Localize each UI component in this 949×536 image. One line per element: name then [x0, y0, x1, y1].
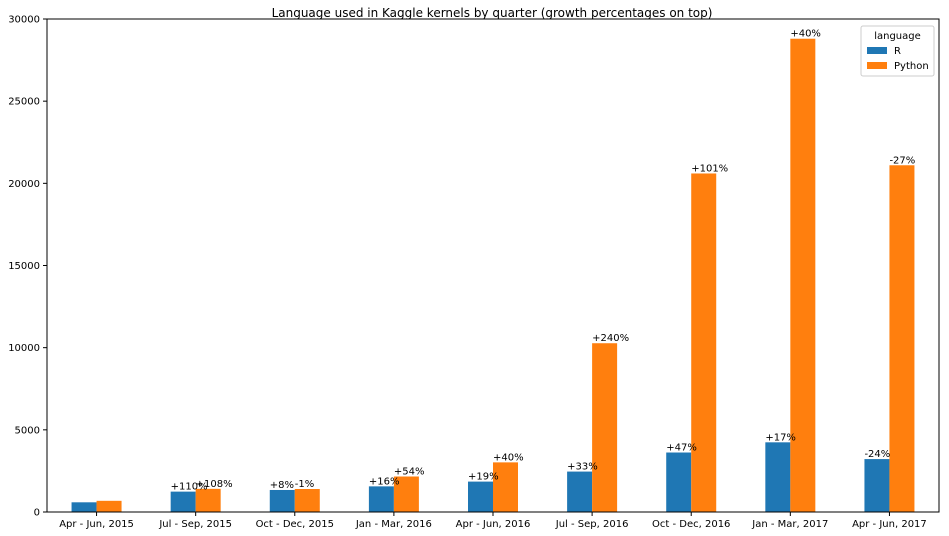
bar-r [567, 471, 593, 512]
growth-label-python: +108% [196, 479, 233, 490]
x-tick-label: Jul - Sep, 2015 [158, 519, 232, 530]
x-tick-label: Jan - Mar, 2017 [751, 519, 828, 530]
bar-python [294, 488, 320, 512]
bar-r [666, 452, 692, 512]
growth-label-python: +240% [592, 333, 629, 344]
bar-python [393, 476, 419, 512]
growth-label-python: -1% [295, 479, 314, 490]
x-tick-label: Apr - Jun, 2017 [852, 519, 927, 530]
x-tick-label: Apr - Jun, 2015 [59, 519, 134, 530]
legend-label-r: R [894, 46, 901, 57]
bar-python [493, 462, 518, 512]
legend-swatch-python [867, 62, 887, 69]
growth-label-r: +16% [369, 476, 400, 487]
y-tick-label: 10000 [8, 343, 40, 354]
growth-label-python: +40% [493, 452, 524, 463]
chart-title: Language used in Kaggle kernels by quart… [272, 6, 713, 20]
growth-label-python: +40% [790, 29, 821, 40]
bar-r [468, 481, 493, 512]
x-tick-label: Oct - Dec, 2015 [256, 519, 334, 530]
x-axis: Apr - Jun, 2015 Jul - Sep, 2015 Oct - Dec,… [59, 512, 927, 530]
x-tick-label: Oct - Dec, 2016 [652, 519, 730, 530]
bar-r [765, 442, 791, 512]
bar-python [790, 38, 816, 512]
growth-label-python: -27% [889, 155, 915, 166]
x-tick-label: Jan - Mar, 2016 [355, 519, 432, 530]
y-tick-label: 0 [34, 508, 40, 519]
y-tick-label: 30000 [8, 15, 40, 26]
growth-label-r: +19% [468, 472, 499, 483]
legend-swatch-r [867, 47, 887, 54]
bar-r [864, 459, 890, 512]
bar-python [592, 343, 618, 512]
bar-r [71, 502, 97, 512]
growth-label-python: +101% [691, 163, 728, 174]
x-tick-label: Apr - Jun, 2016 [456, 519, 531, 530]
growth-label-python: +54% [394, 467, 425, 478]
growth-label-r: +8% [270, 480, 294, 491]
growth-label-r: +33% [567, 462, 598, 473]
y-tick-label: 20000 [8, 179, 40, 190]
x-tick-label: Jul - Sep, 2016 [555, 519, 629, 530]
legend-title: language [874, 31, 921, 42]
y-tick-label: 5000 [15, 425, 40, 436]
bar-python [195, 488, 221, 512]
bars-group [71, 38, 915, 513]
bar-python [889, 165, 915, 513]
growth-label-r: -24% [864, 449, 890, 460]
y-tick-label: 25000 [8, 97, 40, 108]
legend: language R Python [860, 25, 935, 77]
plot-frame [46, 18, 940, 513]
bar-python [96, 500, 122, 512]
bar-r [269, 489, 295, 512]
y-tick-label: 15000 [8, 261, 40, 272]
bar-r [368, 486, 394, 512]
bar-r [170, 491, 196, 512]
y-axis: 0 5000 10000 15000 20000 25000 30000 [8, 15, 47, 519]
growth-label-r: +17% [765, 432, 796, 443]
growth-label-r: +47% [666, 443, 697, 454]
legend-label-python: Python [894, 61, 929, 72]
bar-python [691, 173, 717, 512]
bar-labels-group: +110%+108% +8% -1% +16%+54% +19% +40% +33% +240… [171, 29, 916, 493]
growth-label-r: +110% [171, 482, 208, 493]
